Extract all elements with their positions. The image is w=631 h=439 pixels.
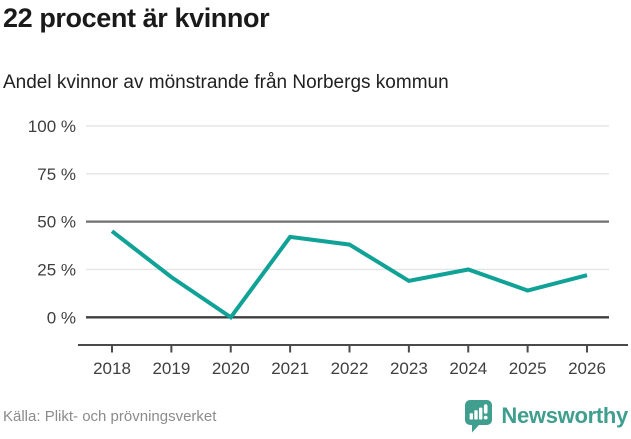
y-tick-label: 50 % (37, 213, 76, 232)
y-tick-label: 0 % (47, 308, 76, 327)
newsworthy-logo: Newsworthy (464, 399, 628, 433)
x-tick-label: 2020 (212, 359, 250, 378)
chart-title: 22 procent är kvinnor (3, 3, 270, 33)
line-chart: 0 % 25 % 50 % 75 % 100 % 2018 2019 2020 2021 2022… (0, 110, 631, 410)
x-tick-label: 2021 (271, 359, 309, 378)
chart-subtitle: Andel kvinnor av mönstrande från Norberg… (3, 72, 449, 93)
x-tick-label: 2026 (568, 359, 606, 378)
x-tick-label: 2019 (152, 359, 190, 378)
x-tick-label: 2025 (509, 359, 547, 378)
y-tick-label: 75 % (37, 165, 76, 184)
newsworthy-badge-icon (465, 400, 493, 433)
x-tick-label: 2024 (449, 359, 487, 378)
source-note: Källa: Plikt- och prövningsverket (3, 407, 217, 425)
x-tick-label: 2022 (331, 359, 369, 378)
x-tick-label: 2018 (93, 359, 131, 378)
line-chart-svg: 0 % 25 % 50 % 75 % 100 % 2018 2019 2020 2021 2022… (28, 117, 628, 378)
newsworthy-wordmark: Newsworthy (501, 403, 628, 428)
trend-line (110, 229, 588, 321)
y-tick-label: 100 % (28, 117, 76, 136)
x-tick-label: 2023 (390, 359, 428, 378)
chart-footer: Källa: Plikt- och prövningsverket Newswo… (0, 397, 631, 439)
y-tick-label: 25 % (37, 260, 76, 279)
